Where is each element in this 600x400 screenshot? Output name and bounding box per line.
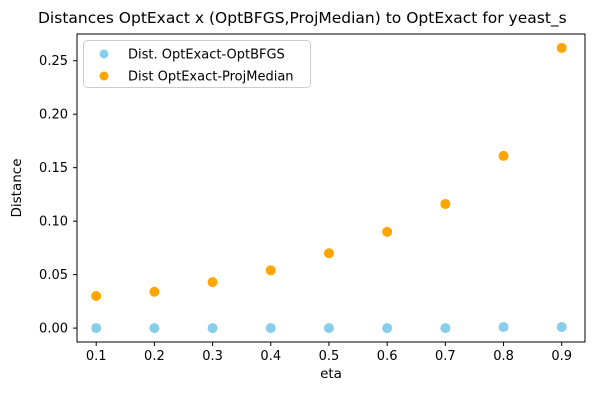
scatter-point-series-1 (149, 286, 160, 297)
scatter-point-series-1 (382, 226, 393, 237)
x-tick-label: 0.8 (493, 349, 514, 364)
scatter-point-series-1 (91, 291, 102, 302)
x-tick-label: 0.3 (202, 349, 223, 364)
legend-marker-series-0 (99, 49, 109, 59)
x-tick-label: 0.6 (377, 349, 398, 364)
y-axis-label: Distance (9, 158, 25, 217)
x-tick-label: 0.2 (144, 349, 165, 364)
legend-marker-series-1 (99, 71, 109, 81)
legend-label-series-1: Dist OptExact-ProjMedian (128, 70, 294, 85)
scatter-point-series-1 (498, 150, 509, 161)
scatter-point-series-0 (440, 323, 451, 334)
x-tick-label: 0.5 (319, 349, 340, 364)
chart-title: Distances OptExact x (OptBFGS,ProjMedian… (38, 9, 567, 27)
y-tick-label: 0.05 (39, 268, 68, 283)
legend-box (83, 40, 311, 88)
legend-label-series-0: Dist. OptExact-OptBFGS (128, 48, 285, 63)
scatter-point-series-0 (91, 323, 102, 334)
scatter-point-series-0 (265, 323, 276, 334)
y-tick-label: 0.15 (39, 161, 68, 176)
scatter-point-series-0 (498, 322, 509, 333)
x-tick-label: 0.7 (435, 349, 456, 364)
y-tick-label: 0.10 (39, 215, 68, 230)
y-tick-label: 0.20 (39, 108, 68, 123)
axes-frame (76, 33, 586, 343)
scatter-point-series-1 (323, 248, 334, 259)
y-tick-label: 0.25 (39, 54, 68, 69)
scatter-point-series-1 (556, 42, 567, 53)
scatter-point-series-1 (207, 277, 218, 288)
y-tick-label: 0.00 (39, 322, 68, 337)
scatter-point-series-0 (149, 323, 160, 334)
scatter-point-series-1 (265, 265, 276, 276)
x-tick-label: 0.9 (551, 349, 572, 364)
x-tick-label: 0.1 (86, 349, 107, 364)
scatter-point-series-1 (440, 199, 451, 210)
x-tick-label: 0.4 (260, 349, 281, 364)
scatter-point-series-0 (556, 322, 567, 333)
scatter-point-series-0 (323, 323, 334, 334)
scatter-point-series-0 (382, 323, 393, 334)
x-axis-label: eta (320, 366, 342, 382)
scatter-point-series-0 (207, 323, 218, 334)
